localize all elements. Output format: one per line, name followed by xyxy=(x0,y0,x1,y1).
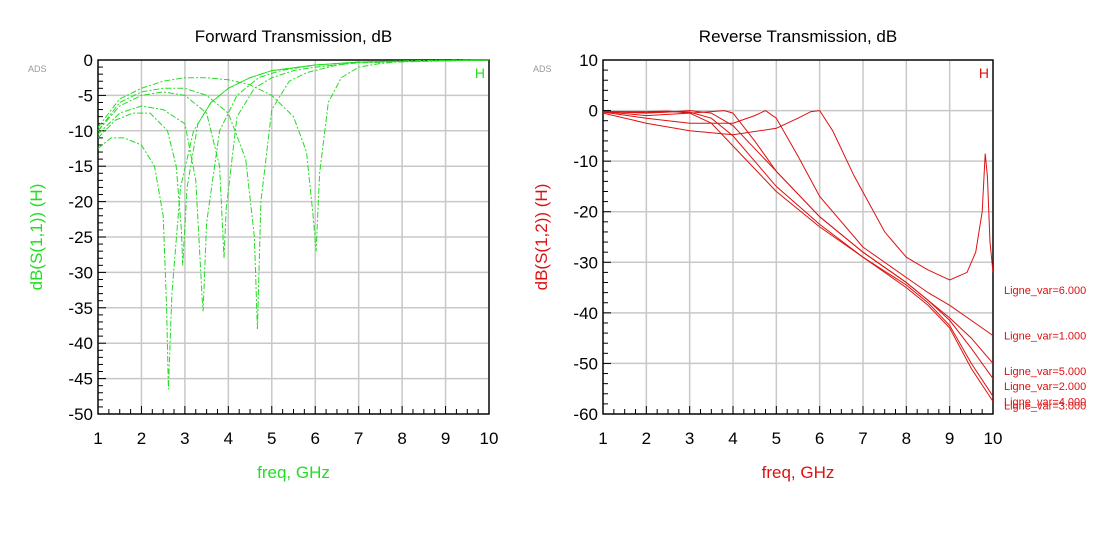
series-line xyxy=(603,110,993,379)
corner-label: ADS xyxy=(533,64,552,74)
series-line xyxy=(603,110,993,337)
series-line xyxy=(98,59,489,266)
y-tick-label: -35 xyxy=(68,299,93,318)
y-axis-label: dB(S(1,1)) (H) xyxy=(27,184,46,291)
x-tick-label: 8 xyxy=(902,429,911,448)
legend-entry: Ligne_var=4.000 xyxy=(1004,396,1086,408)
legend-entry: Ligne_var=1.000 xyxy=(1004,331,1086,343)
corner-label: ADS xyxy=(28,64,47,74)
x-tick-label: 5 xyxy=(772,429,781,448)
legend-entry: Ligne_var=3.000 xyxy=(1004,400,1086,412)
chart-title: Forward Transmission, dB xyxy=(195,27,392,46)
x-tick-label: 7 xyxy=(354,429,363,448)
y-tick-label: -40 xyxy=(68,334,93,353)
grid xyxy=(602,59,994,415)
x-axis-label: freq, GHz xyxy=(762,463,835,482)
plot-frame xyxy=(602,59,994,415)
x-tick-label: 2 xyxy=(137,429,146,448)
x-tick-label: 1 xyxy=(93,429,102,448)
x-tick-label: 2 xyxy=(642,429,651,448)
legend-entry: Ligne_var=2.000 xyxy=(1004,381,1086,393)
x-tick-label: 4 xyxy=(728,429,737,448)
y-axis-label: dB(S(1,2)) (H) xyxy=(532,184,551,291)
marker-label: H xyxy=(979,65,989,81)
marker-label: H xyxy=(475,65,485,81)
legend: Ligne_var=6.000 Ligne_var=1.000 Ligne_var=… xyxy=(1004,285,1086,412)
x-tick-label: 10 xyxy=(480,429,499,448)
x-tick-label: 7 xyxy=(858,429,867,448)
x-tick-label: 10 xyxy=(984,429,1003,448)
series-line xyxy=(98,59,489,312)
series-line xyxy=(98,59,489,330)
series-line xyxy=(98,59,489,390)
x-tick-label: 5 xyxy=(267,429,276,448)
series-lines xyxy=(603,110,993,402)
chart-title: Reverse Transmission, dB xyxy=(699,27,897,46)
x-tick-label: 9 xyxy=(945,429,954,448)
y-tick-label: -50 xyxy=(573,354,598,373)
x-axis-label: freq, GHz xyxy=(257,463,330,482)
y-tick-label: -20 xyxy=(573,203,598,222)
y-tick-label: -10 xyxy=(68,122,93,141)
x-tick-label: 3 xyxy=(180,429,189,448)
y-tick-label: -25 xyxy=(68,228,93,247)
series-line xyxy=(603,110,993,364)
x-tick-label: 6 xyxy=(815,429,824,448)
series-line xyxy=(603,111,993,397)
axis-ticks xyxy=(97,59,490,415)
y-tick-label: -30 xyxy=(573,253,598,272)
x-tick-label: 3 xyxy=(685,429,694,448)
y-tick-label: 0 xyxy=(84,51,93,70)
x-tick-label: 6 xyxy=(310,429,319,448)
series-line xyxy=(98,59,489,259)
series-line xyxy=(603,110,993,281)
x-tick-label: 8 xyxy=(397,429,406,448)
y-tick-label: 0 xyxy=(589,102,598,121)
y-tick-label: -45 xyxy=(68,370,93,389)
legend-entry: Ligne_var=5.000 xyxy=(1004,366,1086,378)
y-tick-label: -10 xyxy=(573,152,598,171)
legend-entry: Ligne_var=6.000 xyxy=(1004,285,1086,297)
chart-2: 1 2 3 4 5 6 7 8 9 10 10 0 -10 -20 -30 -40 -50 -60 Reverse … xyxy=(532,27,1086,482)
x-tick-label: 9 xyxy=(441,429,450,448)
y-tick-label: -50 xyxy=(68,405,93,424)
y-tick-label: 10 xyxy=(579,51,598,70)
series-lines xyxy=(98,59,489,390)
y-tick-label: -60 xyxy=(573,405,598,424)
x-tick-label: 1 xyxy=(598,429,607,448)
chart-1: 1 2 3 4 5 6 7 8 9 10 0 -5 -10 -15 -20 -25 -30 -35 -40 -45 -5… xyxy=(27,27,498,482)
x-tick-label: 4 xyxy=(224,429,233,448)
grid xyxy=(97,59,490,415)
y-tick-label: -30 xyxy=(68,263,93,282)
y-tick-label: -5 xyxy=(78,86,93,105)
axis-ticks xyxy=(602,59,994,415)
y-tick-label: -20 xyxy=(68,193,93,212)
y-tick-label: -15 xyxy=(68,157,93,176)
y-tick-label: -40 xyxy=(573,304,598,323)
series-line xyxy=(603,110,993,402)
series-line xyxy=(98,59,489,252)
